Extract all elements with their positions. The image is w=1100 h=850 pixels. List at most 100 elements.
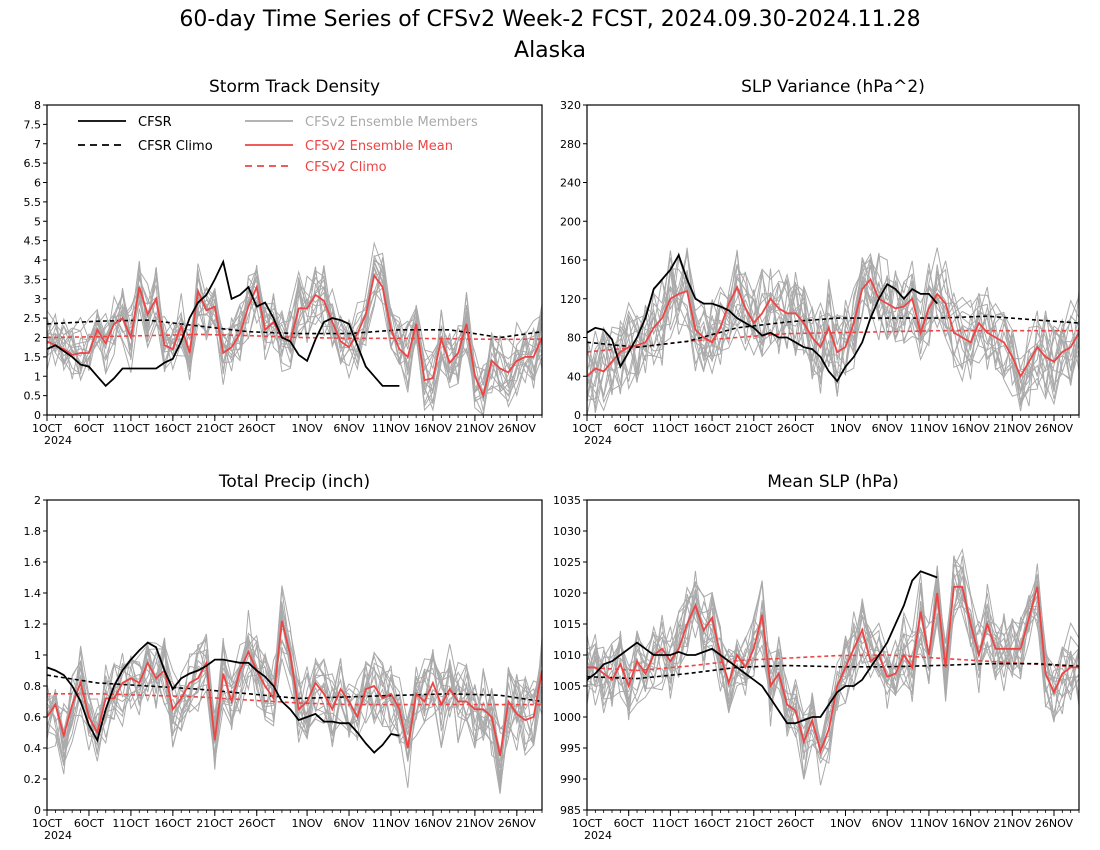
x-tick-label: 16NOV [951,817,990,830]
legend-label: CFSv2 Climo [305,160,387,175]
x-tick-label: 6NOV [872,817,904,830]
x-tick-label: 1OCT [32,422,62,435]
y-tick-label: 0.6 [24,711,42,724]
x-tick-label: 16NOV [951,422,990,435]
x-tick-label: 26OCT [238,817,275,830]
panel-title: Storm Track Density [209,77,380,97]
x-tick-label: 21NOV [993,422,1032,435]
x-tick-label: 16OCT [154,422,191,435]
x-tick-label: 6OCT [614,817,644,830]
x-tick-label: 6OCT [614,422,644,435]
cfsv2-ensemble-mean-line [587,277,1079,379]
ensemble-member-line [587,555,1079,760]
ensemble-member-line [587,594,1079,755]
x-tick-label: 21OCT [735,817,772,830]
y-tick-label: 240 [560,177,581,190]
cfsr-line [587,570,938,725]
x-tick-label: 21OCT [196,422,233,435]
x-tick-label: 1OCT [32,817,62,830]
y-tick-label: 8 [34,99,41,112]
ensemble-member-line [47,275,542,396]
x-tick-label: 11NOV [910,817,949,830]
y-tick-label: 1010 [553,649,581,662]
x-tick-label: 11NOV [372,422,411,435]
y-tick-label: 7 [34,138,41,151]
y-tick-label: 995 [560,742,581,755]
y-tick-label: 0.4 [24,742,42,755]
ensemble-member-line [47,601,542,791]
ensemble-member-line [47,259,542,398]
y-tick-label: 1005 [553,680,581,693]
x-tick-label: 16NOV [414,422,453,435]
x-tick-label: 1OCT [572,422,602,435]
y-tick-label: 0.8 [24,680,42,693]
x-tick-label: 16OCT [154,817,191,830]
y-tick-label: 40 [567,370,581,383]
ensemble-member-line [587,582,1079,757]
y-tick-label: 2 [34,332,41,345]
x-tick-label: 11OCT [652,817,689,830]
y-tick-label: 4.5 [24,235,42,248]
y-tick-label: 1025 [553,556,581,569]
cfsr-line [47,259,400,388]
x-tick-label: 11OCT [112,817,149,830]
y-tick-label: 7.5 [24,118,42,131]
x-tick-label: 21OCT [735,422,772,435]
panel-mean-slp: Mean SLP (hPa) 985 990 995 1000 1005 1010 1015 1… [553,472,1080,842]
y-tick-label: 1 [34,370,41,383]
x-tick-label: 6OCT [74,817,104,830]
x-tick-label: 16NOV [414,817,453,830]
y-tick-label: 0 [34,409,41,422]
x-tick-label: 11OCT [112,422,149,435]
panel-total-precip: Total Precip (inch) 0 0.2 0.4 0.6 0.8 1 1.2 1.4 1… [24,472,543,842]
cfsr-climo-line [47,319,542,339]
panel-storm-track-density: Storm Track Density 0 0.5 1 1.5 2 2.5 3 3.5 4 4.5 5… [24,77,543,447]
y-tick-label: 2 [34,494,41,507]
x-tick-label: 16OCT [694,422,731,435]
x-tick-label: 1NOV [291,817,323,830]
y-tick-label: 6 [34,177,41,190]
figure-subtitle: Alaska [514,38,586,63]
y-tick-label: 1 [34,649,41,662]
x-tick-label: 11NOV [372,817,411,830]
y-tick-label: 80 [567,332,581,345]
legend-label: CFSR [138,115,172,130]
y-tick-label: 0 [34,804,41,817]
x-tick-label: 26OCT [238,422,275,435]
cfsv2-ensemble-mean-line [47,620,542,756]
legend-label: CFSv2 Ensemble Mean [305,139,453,154]
panel-slp-variance: SLP Variance (hPa^2) 0 40 80 120 160 200 240 280… [560,77,1080,447]
x-tick-label: 26NOV [1035,817,1074,830]
x-tick-label: 26OCT [777,817,814,830]
x-tick-label: 21NOV [456,817,495,830]
ensemble-members [47,241,542,415]
panel-title: SLP Variance (hPa^2) [741,77,925,97]
y-tick-label: 985 [560,804,581,817]
y-tick-label: 3 [34,293,41,306]
x-tick-label: 26NOV [498,422,537,435]
ensemble-member-line [587,250,1079,404]
ensemble-member-line [587,251,1079,404]
y-tick-label: 1000 [553,711,581,724]
x-tick-label: 1OCT [572,817,602,830]
y-tick-label: 5.5 [24,196,42,209]
x-tick-label: 16OCT [694,817,731,830]
y-tick-label: 0.2 [24,773,42,786]
x-tick-label: 1NOV [830,817,862,830]
cfsr-climo-line [47,674,542,703]
cfsv2-ensemble-mean-line [47,273,542,399]
y-tick-label: 4 [34,254,41,267]
y-tick-label: 1035 [553,494,581,507]
cfsr-line [47,641,400,754]
panel-title: Total Precip (inch) [218,472,370,492]
x-tick-label: 6NOV [333,422,365,435]
y-tick-label: 0.5 [24,390,42,403]
y-tick-label: 1.8 [24,525,42,538]
y-tick-label: 1.6 [24,556,42,569]
x-tick-label: 1NOV [291,422,323,435]
y-tick-label: 120 [560,293,581,306]
legend-label: CFSv2 Ensemble Members [305,115,478,130]
cfsr-climo-line [587,315,1079,349]
y-tick-label: 1.2 [24,618,42,631]
